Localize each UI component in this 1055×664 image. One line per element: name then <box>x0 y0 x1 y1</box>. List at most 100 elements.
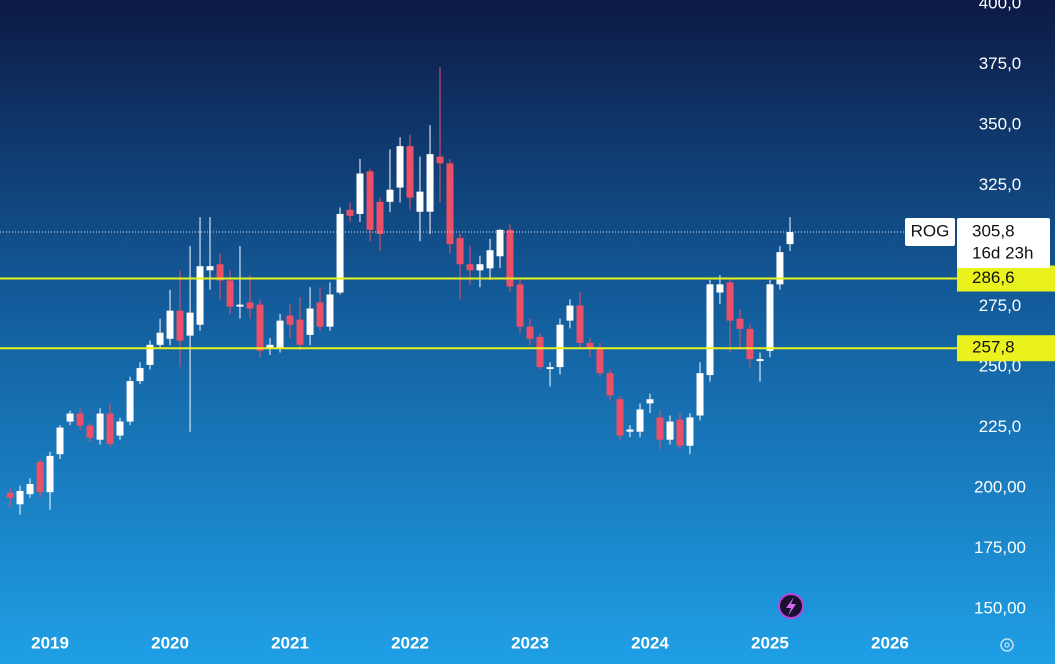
candle-body <box>776 252 784 285</box>
candle-body <box>436 156 444 164</box>
y-tick-label: 275,0 <box>979 296 1022 315</box>
y-tick-label: 225,0 <box>979 417 1022 436</box>
candle-body <box>66 413 74 422</box>
candle-body <box>466 264 474 271</box>
candle-body <box>716 284 724 293</box>
symbol-box <box>905 218 955 247</box>
y-tick-label: 325,0 <box>979 175 1022 194</box>
candle-body <box>316 302 324 327</box>
candle-body <box>96 413 104 440</box>
candle-body <box>446 163 454 245</box>
symbol-label: ROG <box>911 222 950 241</box>
candle-body <box>206 266 214 271</box>
candle-body <box>366 171 374 230</box>
candle-body <box>746 328 754 360</box>
x-tick-label: 2024 <box>631 633 669 652</box>
candle-body <box>556 324 564 368</box>
candle-body <box>386 189 394 202</box>
candle-body <box>616 399 624 436</box>
x-tick-label: 2026 <box>871 633 909 652</box>
candle-body <box>266 344 274 349</box>
candle-body <box>676 419 684 446</box>
candle-body <box>656 417 664 440</box>
level-label-box <box>957 265 1055 292</box>
x-tick-label: 2021 <box>271 633 309 652</box>
level-label: 286,6 <box>972 268 1015 287</box>
level-label: 257,8 <box>972 338 1015 357</box>
candle-body <box>276 320 284 348</box>
candle-body <box>686 417 694 446</box>
candle-body <box>526 326 534 339</box>
candle-body <box>376 201 384 234</box>
candle-body <box>756 359 764 362</box>
candle-body <box>506 229 514 287</box>
candle-body <box>536 336 544 368</box>
candle-body <box>86 425 94 438</box>
candle-body <box>596 348 604 374</box>
candle-body <box>136 368 144 382</box>
candle-body <box>646 399 654 404</box>
candle-body <box>416 191 424 212</box>
candle-body <box>16 490 24 505</box>
candle-body <box>326 294 334 327</box>
candle-body <box>516 284 524 327</box>
candle-body <box>696 373 704 416</box>
candle-body <box>236 304 244 307</box>
candle-body <box>56 427 64 455</box>
candle-body <box>46 455 54 493</box>
candle-body <box>346 209 354 216</box>
candle-body <box>196 266 204 325</box>
candle-body <box>726 282 734 321</box>
x-tick-label: 2020 <box>151 633 189 652</box>
y-tick-label: 250,0 <box>979 357 1022 376</box>
candle-body <box>336 213 344 293</box>
candle-body <box>186 312 194 336</box>
candle-body <box>426 154 434 212</box>
x-tick-label: 2023 <box>511 633 549 652</box>
x-tick-label: 2022 <box>391 633 429 652</box>
candle-body <box>396 146 404 188</box>
candle-body <box>126 381 134 422</box>
candle-body <box>736 318 744 329</box>
y-tick-label: 175,00 <box>974 538 1026 557</box>
last-price-box <box>957 218 1050 269</box>
lightning-icon[interactable] <box>778 593 804 619</box>
candle-body <box>176 310 184 341</box>
candle-body <box>576 305 584 343</box>
countdown: 16d 23h <box>972 244 1033 263</box>
candle-body <box>286 315 294 325</box>
candle-body <box>786 232 794 245</box>
y-tick-label: 200,00 <box>974 478 1026 497</box>
candle-body <box>626 429 634 432</box>
candle-body <box>156 332 164 345</box>
x-tick-label: 2019 <box>31 633 69 652</box>
candle-body <box>766 284 774 351</box>
candle-body <box>26 483 34 495</box>
candle-body <box>216 264 224 281</box>
candle-body <box>116 421 124 436</box>
candle-body <box>666 421 674 440</box>
y-tick-label: 150,00 <box>974 599 1026 618</box>
y-tick-label: 350,0 <box>979 115 1022 134</box>
candle-body <box>586 342 594 349</box>
level-label-box <box>957 335 1055 362</box>
candle-body <box>456 238 464 265</box>
candle-body <box>166 310 174 339</box>
candle-body <box>566 305 574 321</box>
candle-body <box>706 284 714 376</box>
last-price-label: 305,8 <box>972 222 1015 241</box>
candle-body <box>306 308 314 335</box>
candle-body <box>146 344 154 365</box>
candle-body <box>246 302 254 309</box>
candle-body <box>6 492 14 498</box>
candle-body <box>296 319 304 345</box>
settings-icon[interactable] <box>1000 638 1014 652</box>
candle-body <box>106 413 114 444</box>
x-tick-label: 2025 <box>751 633 789 652</box>
candle-body <box>36 461 44 493</box>
candle-body <box>356 173 364 214</box>
candle-body <box>496 229 504 257</box>
candle-body <box>406 146 414 198</box>
